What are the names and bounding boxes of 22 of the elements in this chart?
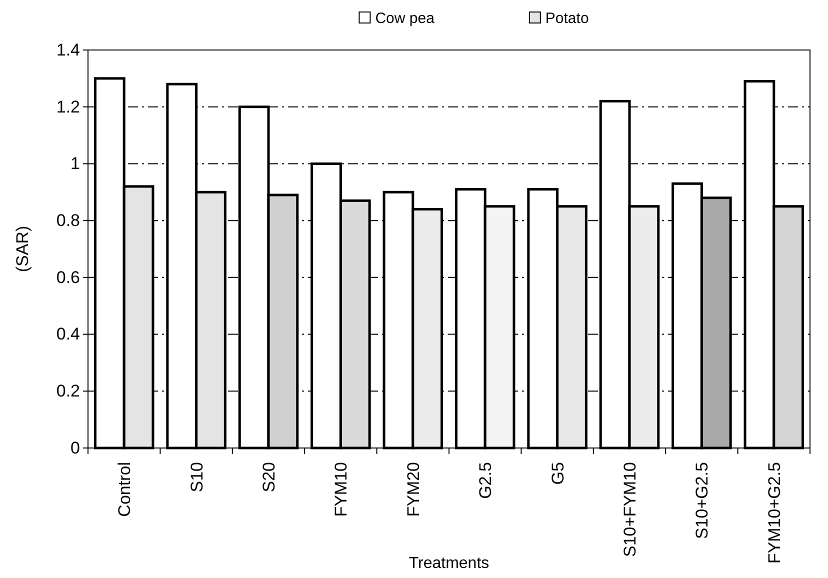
y-tick-label: 0 [70, 438, 80, 458]
y-tick-label: 0.4 [56, 324, 80, 344]
y-tick-label: 1.2 [56, 97, 80, 116]
y-tick-label: 0.8 [56, 211, 80, 230]
x-tick-label: Control [115, 462, 134, 517]
x-tick-label: FYM20 [404, 462, 423, 517]
x-tick-label: FYM10+G2.5 [764, 462, 784, 564]
legend-label: Cow pea [375, 10, 436, 27]
x-tick-label: FYM10 [332, 462, 351, 517]
y-axis-title: (SAR) [13, 226, 32, 272]
x-tick-label: S10+G2.5 [692, 462, 712, 540]
x-axis-title: Treatments [408, 555, 490, 572]
x-tick-label: S20 [260, 462, 278, 492]
legend-label: Potato [545, 10, 589, 27]
x-tick-label: G2.5 [476, 462, 496, 499]
y-tick-label: 0.6 [56, 268, 80, 287]
x-tick-label: S10 [187, 462, 206, 492]
y-tick-label: 1.4 [56, 40, 80, 60]
y-tick-label: 0.2 [56, 382, 80, 401]
x-tick-label: S10+FYM10 [620, 462, 640, 557]
x-tick-label: G5 [548, 462, 568, 485]
y-tick-label: 1 [70, 154, 80, 174]
